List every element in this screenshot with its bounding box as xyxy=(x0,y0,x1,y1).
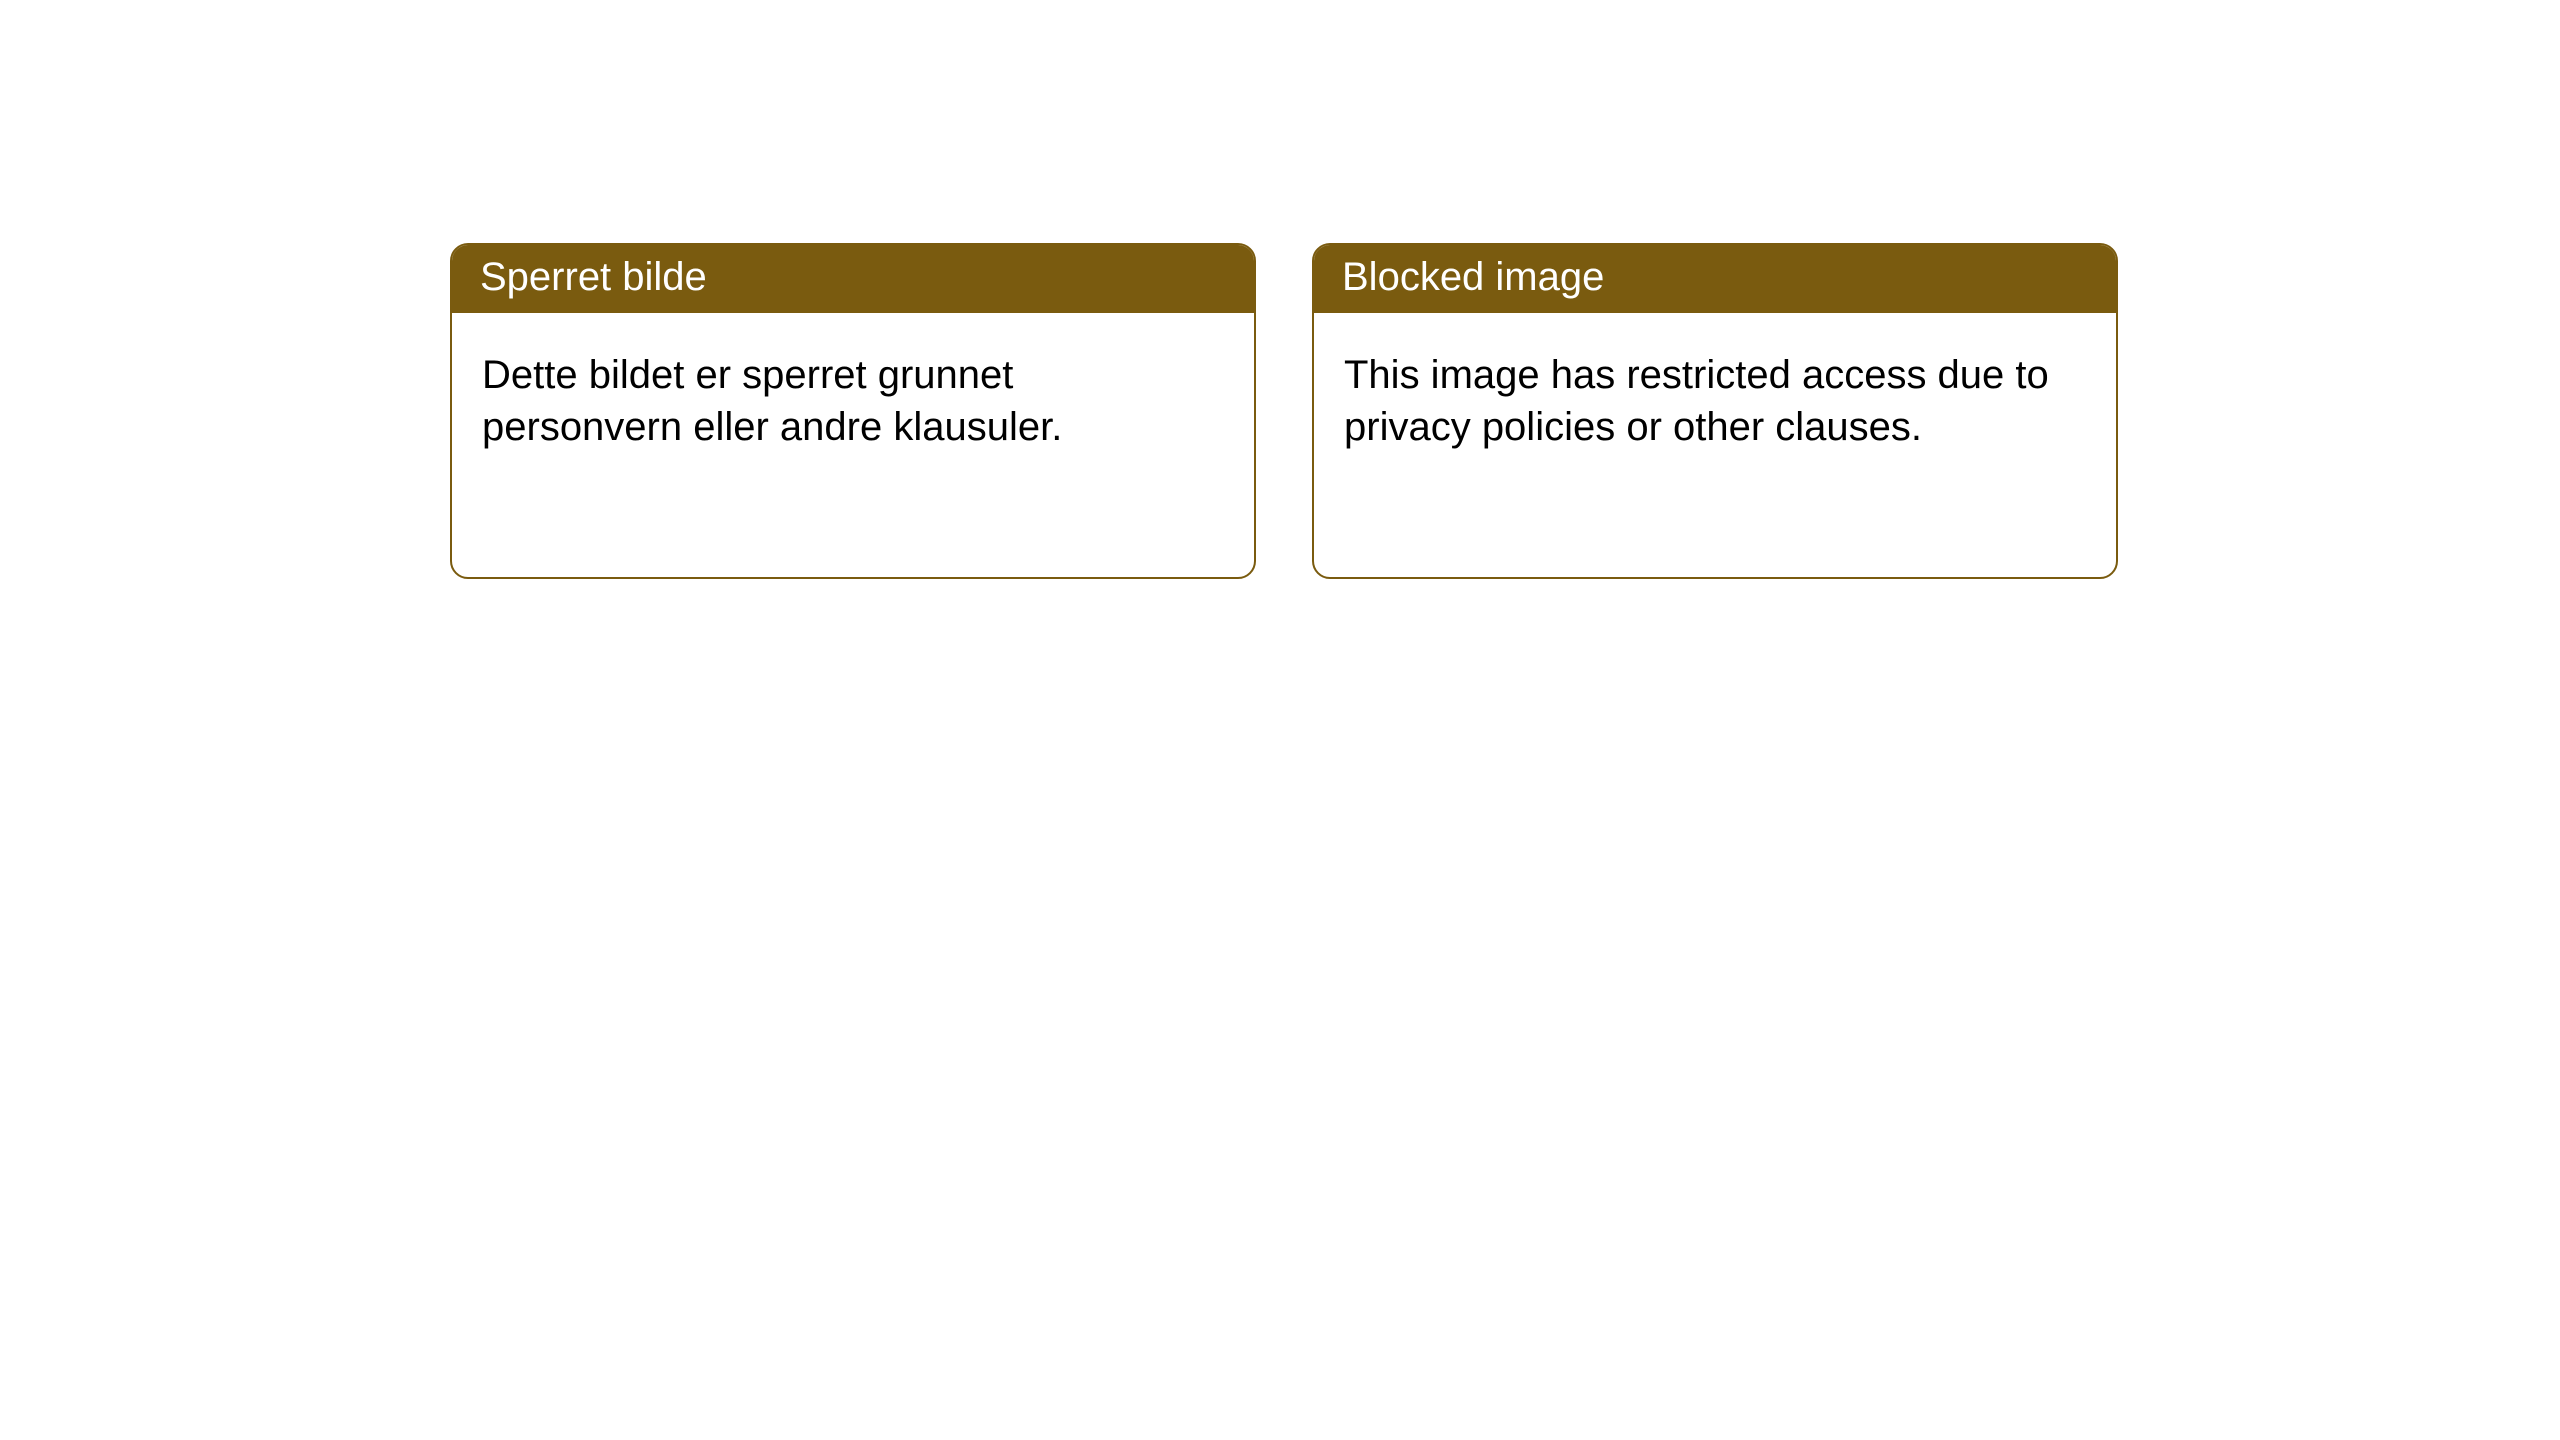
card-header-en: Blocked image xyxy=(1314,245,2116,313)
blocked-image-card-no: Sperret bilde Dette bildet er sperret gr… xyxy=(450,243,1256,579)
card-header-no: Sperret bilde xyxy=(452,245,1254,313)
card-body-text-no: Dette bildet er sperret grunnet personve… xyxy=(482,353,1062,449)
blocked-image-card-en: Blocked image This image has restricted … xyxy=(1312,243,2118,579)
card-header-text-no: Sperret bilde xyxy=(480,255,707,299)
card-body-text-en: This image has restricted access due to … xyxy=(1344,353,2049,449)
card-header-text-en: Blocked image xyxy=(1342,255,1604,299)
cards-container: Sperret bilde Dette bildet er sperret gr… xyxy=(0,0,2560,579)
card-body-no: Dette bildet er sperret grunnet personve… xyxy=(452,313,1254,489)
card-body-en: This image has restricted access due to … xyxy=(1314,313,2116,489)
